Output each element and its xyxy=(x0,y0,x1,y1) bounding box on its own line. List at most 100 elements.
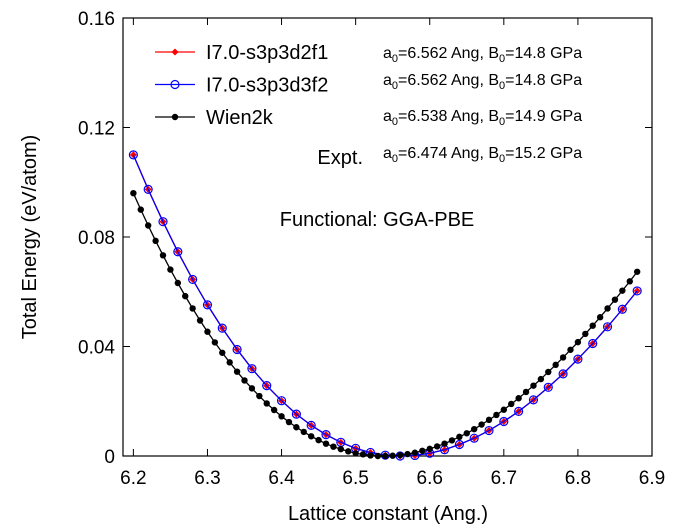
marker xyxy=(322,440,330,447)
subscript: 0 xyxy=(499,116,505,128)
marker xyxy=(573,354,583,364)
marker xyxy=(137,206,144,213)
marker xyxy=(241,377,248,384)
marker xyxy=(545,368,552,376)
fit-label: a0=6.474 Ang, B0=15.2 GPa xyxy=(383,145,582,165)
marker xyxy=(315,436,322,444)
marker xyxy=(196,317,204,324)
marker xyxy=(633,268,641,275)
marker xyxy=(382,452,389,460)
legend-label: I7.0-s3p3d3f2 xyxy=(206,75,328,97)
marker xyxy=(321,430,331,440)
marker xyxy=(567,346,574,353)
marker xyxy=(484,425,494,436)
label-text: =6.474 Ang, B xyxy=(398,145,499,162)
label-text: =6.562 Ang, B xyxy=(398,45,499,62)
marker xyxy=(276,396,287,406)
marker xyxy=(159,252,167,259)
y-tick-label: 0.04 xyxy=(78,338,115,359)
y-tick-label: 0.16 xyxy=(78,9,115,30)
marker xyxy=(345,448,352,455)
marker xyxy=(537,375,545,383)
marker xyxy=(389,452,396,459)
marker xyxy=(248,385,256,392)
marker xyxy=(515,395,522,402)
marker xyxy=(293,424,300,431)
marker xyxy=(470,425,478,433)
marker xyxy=(499,416,509,427)
marker xyxy=(558,369,568,379)
marker xyxy=(291,409,301,419)
marker xyxy=(330,443,337,450)
marker xyxy=(211,339,219,346)
marker xyxy=(307,433,315,440)
legend-label: I7.0-s3p3d2f1 xyxy=(206,42,328,64)
marker xyxy=(359,451,367,458)
x-tick-label: 6.3 xyxy=(194,468,220,489)
x-tick-label: 6.9 xyxy=(639,468,665,489)
marker xyxy=(602,322,613,332)
label-text: =14.9 GPa xyxy=(505,108,582,125)
marker xyxy=(463,430,470,437)
marker xyxy=(202,300,213,310)
subscript: 0 xyxy=(499,53,505,65)
marker xyxy=(574,338,582,346)
marker xyxy=(226,359,233,366)
marker xyxy=(588,338,598,349)
marker xyxy=(256,392,263,400)
marker xyxy=(130,190,137,197)
fit-label: a0=6.562 Ang, B0=14.8 GPa xyxy=(383,72,582,92)
subscript: 0 xyxy=(499,80,505,92)
series-line xyxy=(132,192,638,457)
marker xyxy=(217,323,227,333)
marker xyxy=(182,292,189,300)
marker xyxy=(143,184,153,194)
marker xyxy=(448,437,456,444)
marker xyxy=(454,439,464,450)
marker xyxy=(170,79,180,90)
marker xyxy=(411,449,419,456)
marker xyxy=(617,304,627,314)
x-tick-label: 6.2 xyxy=(120,468,146,489)
marker xyxy=(433,443,441,450)
marker xyxy=(306,420,316,430)
subscript: 0 xyxy=(392,116,398,128)
marker xyxy=(419,447,426,454)
subscript: 0 xyxy=(392,153,398,165)
marker xyxy=(367,452,374,459)
x-tick-label: 6.6 xyxy=(417,468,443,489)
label-text: a xyxy=(383,72,392,89)
marker xyxy=(270,406,278,414)
label-text: =14.8 GPa xyxy=(505,72,582,89)
annotation: Expt. xyxy=(317,147,363,169)
marker xyxy=(626,278,633,285)
marker xyxy=(152,237,159,245)
marker xyxy=(514,406,524,416)
marker xyxy=(530,382,537,389)
marker xyxy=(543,382,553,392)
subscript: 0 xyxy=(392,80,398,92)
y-axis-label: Total Energy (eV/atom) xyxy=(19,135,41,340)
marker xyxy=(144,222,152,229)
marker xyxy=(441,440,448,447)
marker xyxy=(337,445,345,453)
marker xyxy=(189,305,196,312)
fit-label: a0=6.562 Ang, B0=14.8 GPa xyxy=(383,45,582,65)
marker xyxy=(493,411,500,419)
marker xyxy=(478,421,485,428)
marker xyxy=(552,361,559,369)
marker xyxy=(232,344,242,355)
x-axis-label: Lattice constant (Ang.) xyxy=(288,503,488,525)
marker xyxy=(233,368,241,375)
marker xyxy=(167,266,174,273)
marker xyxy=(174,279,182,287)
marker xyxy=(508,400,515,408)
marker xyxy=(469,433,479,443)
marker xyxy=(522,388,530,396)
marker xyxy=(285,418,293,426)
label-text: =15.2 GPa xyxy=(505,145,582,162)
x-tick-label: 6.5 xyxy=(342,468,368,489)
marker xyxy=(129,151,137,159)
